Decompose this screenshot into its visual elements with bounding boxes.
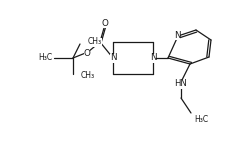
Text: H₃C: H₃C <box>194 115 208 124</box>
Text: N: N <box>110 53 116 62</box>
Text: CH₃: CH₃ <box>88 37 102 46</box>
Text: H₃C: H₃C <box>38 53 52 62</box>
Text: O: O <box>84 48 91 57</box>
Text: HN: HN <box>175 80 187 89</box>
Text: N: N <box>150 53 156 62</box>
Text: N: N <box>174 30 180 39</box>
Text: CH₃: CH₃ <box>81 72 95 81</box>
Text: O: O <box>102 18 109 27</box>
